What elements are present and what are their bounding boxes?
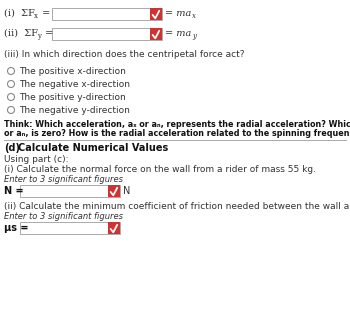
Text: Think: Which acceleration, aₓ or aₙ, represents the radial acceleration? Which a: Think: Which acceleration, aₓ or aₙ, rep… <box>4 120 350 129</box>
Text: The positive y-direction: The positive y-direction <box>19 93 126 102</box>
Text: y: y <box>192 31 196 39</box>
Text: (ii) Calculate the minimum coefficient of friction needed between the wall and t: (ii) Calculate the minimum coefficient o… <box>4 202 350 211</box>
Text: The positive x-direction: The positive x-direction <box>19 67 126 76</box>
Text: N: N <box>123 186 130 196</box>
Text: =: = <box>42 29 53 38</box>
Text: y: y <box>37 31 41 39</box>
Text: μs =: μs = <box>4 223 28 233</box>
Text: N =: N = <box>4 186 24 196</box>
Text: Using part (c):: Using part (c): <box>4 155 69 164</box>
Text: =: = <box>39 9 50 18</box>
Text: Enter to 3 significant figures: Enter to 3 significant figures <box>4 212 123 221</box>
FancyBboxPatch shape <box>20 185 120 197</box>
FancyBboxPatch shape <box>150 8 162 20</box>
FancyBboxPatch shape <box>108 222 120 234</box>
Text: or aₙ, is zero? How is the radial acceleration related to the spinning frequency: or aₙ, is zero? How is the radial accele… <box>4 129 350 138</box>
Text: x: x <box>34 11 38 19</box>
FancyBboxPatch shape <box>52 28 162 40</box>
FancyBboxPatch shape <box>108 185 120 197</box>
Text: The negative x-direction: The negative x-direction <box>19 80 130 89</box>
FancyBboxPatch shape <box>150 28 162 40</box>
Text: (i)  ΣF: (i) ΣF <box>4 9 35 18</box>
Text: Enter to 3 significant figures: Enter to 3 significant figures <box>4 175 123 184</box>
Text: (ii)  ΣF: (ii) ΣF <box>4 29 38 38</box>
Text: The negative y-direction: The negative y-direction <box>19 106 130 115</box>
Text: Calculate Numerical Values: Calculate Numerical Values <box>18 143 168 153</box>
Text: = ma: = ma <box>165 9 191 18</box>
Text: = ma: = ma <box>165 29 191 38</box>
Text: x: x <box>192 11 196 19</box>
FancyBboxPatch shape <box>20 222 120 234</box>
Text: (d): (d) <box>4 143 20 153</box>
Text: (iii) In which direction does the centripetal force act?: (iii) In which direction does the centri… <box>4 50 245 59</box>
Text: (i) Calculate the normal force on the wall from a rider of mass 55 kg.: (i) Calculate the normal force on the wa… <box>4 165 316 174</box>
FancyBboxPatch shape <box>52 8 162 20</box>
